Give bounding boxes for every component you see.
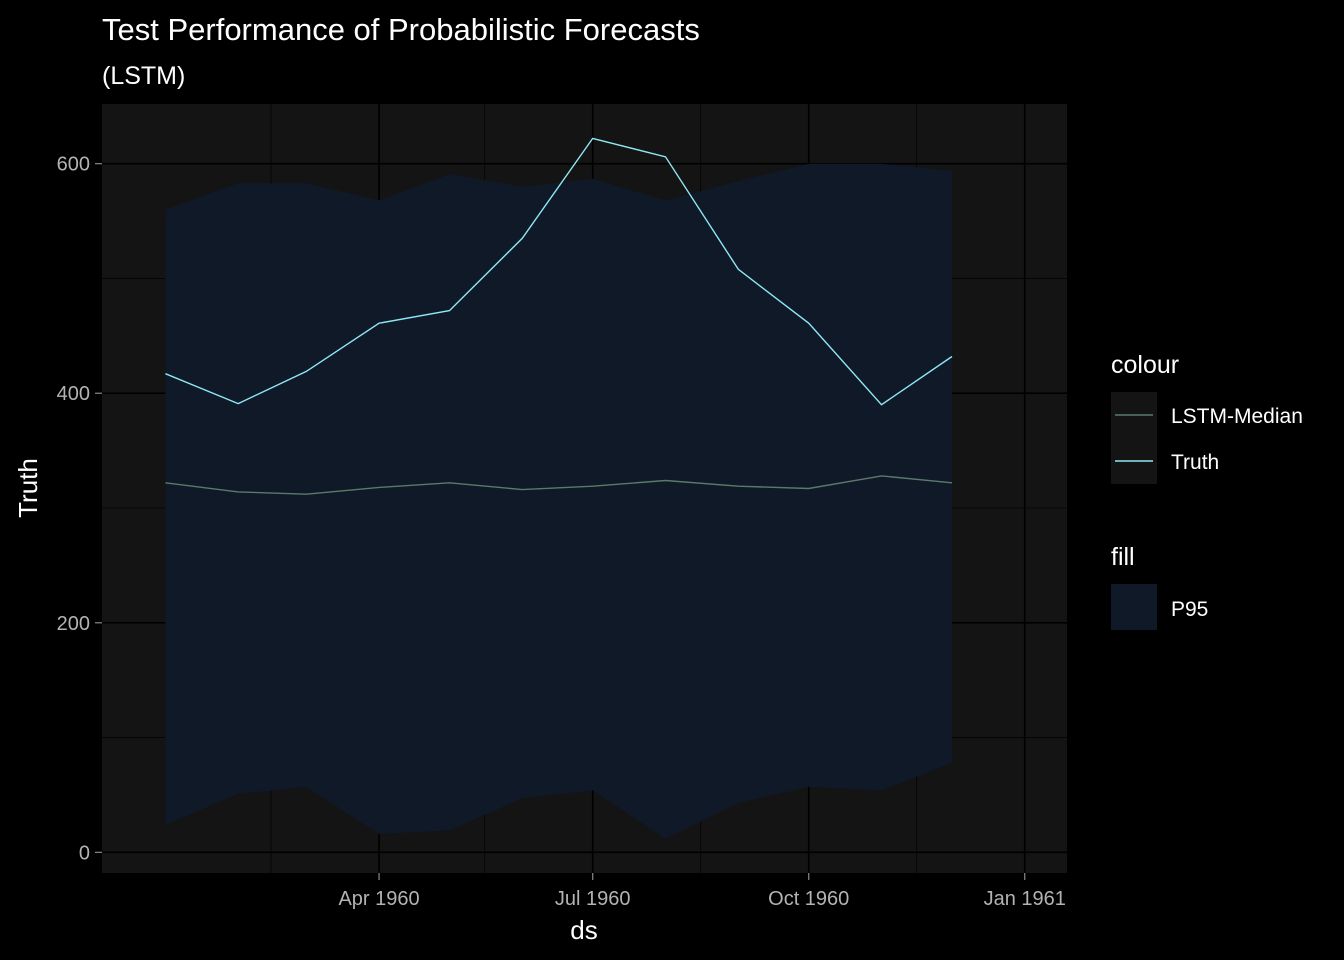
legend-label-lstm-median: LSTM-Median xyxy=(1171,405,1303,428)
truth-point xyxy=(736,267,740,271)
truth-point xyxy=(880,403,884,407)
x-axis: Apr 1960 Jul 1960 Oct 1960 Jan 1961 xyxy=(338,873,1066,910)
y-tick-label: 0 xyxy=(79,842,90,864)
legend-fill-title: fill xyxy=(1111,543,1135,571)
lstm-median-point xyxy=(807,487,811,491)
chart-subtitle: (LSTM) xyxy=(102,62,185,90)
legend-label-p95: P95 xyxy=(1171,598,1208,621)
y-tick-label: 400 xyxy=(57,383,90,405)
lstm-median-point xyxy=(236,490,240,494)
lstm-median-series-line xyxy=(165,475,953,495)
lstm-median-point xyxy=(880,474,884,478)
truth-point xyxy=(377,321,381,325)
truth-point xyxy=(950,355,954,359)
truth-point xyxy=(664,155,668,159)
y-axis-label: Truth xyxy=(13,458,43,518)
y-tick-label: 200 xyxy=(57,613,90,635)
lstm-median-point xyxy=(950,481,954,485)
y-tick-label: 600 xyxy=(57,154,90,176)
x-tick-label: Oct 1960 xyxy=(768,888,849,910)
truth-point xyxy=(807,321,811,325)
truth-point xyxy=(163,372,167,376)
x-tick-label: Jul 1960 xyxy=(555,888,631,910)
legend-swatch-p95 xyxy=(1111,584,1157,630)
truth-point xyxy=(520,236,524,240)
lstm-median-point xyxy=(736,484,740,488)
legend-colour-title: colour xyxy=(1111,351,1179,379)
lstm-median-point xyxy=(447,481,451,485)
chart-title: Test Performance of Probabilistic Foreca… xyxy=(102,12,700,47)
truth-point xyxy=(304,369,308,373)
legend-label-truth: Truth xyxy=(1171,451,1219,474)
x-tick-label: Jan 1961 xyxy=(984,888,1066,910)
p95-band xyxy=(165,163,952,839)
lstm-median-point xyxy=(664,478,668,482)
truth-point xyxy=(236,402,240,406)
legend: colour LSTM-Median Truth fill P95 xyxy=(1111,351,1303,630)
lstm-median-point xyxy=(520,488,524,492)
lstm-median-point xyxy=(304,492,308,496)
truth-point xyxy=(591,136,595,140)
lstm-median-point xyxy=(377,485,381,489)
y-axis: 0 200 400 600 xyxy=(57,154,102,864)
lstm-median-point xyxy=(163,481,167,485)
lstm-median-point xyxy=(591,484,595,488)
x-tick-label: Apr 1960 xyxy=(338,888,419,910)
truth-point xyxy=(447,309,451,313)
truth-series-line xyxy=(165,137,953,406)
x-axis-label: ds xyxy=(570,915,597,945)
